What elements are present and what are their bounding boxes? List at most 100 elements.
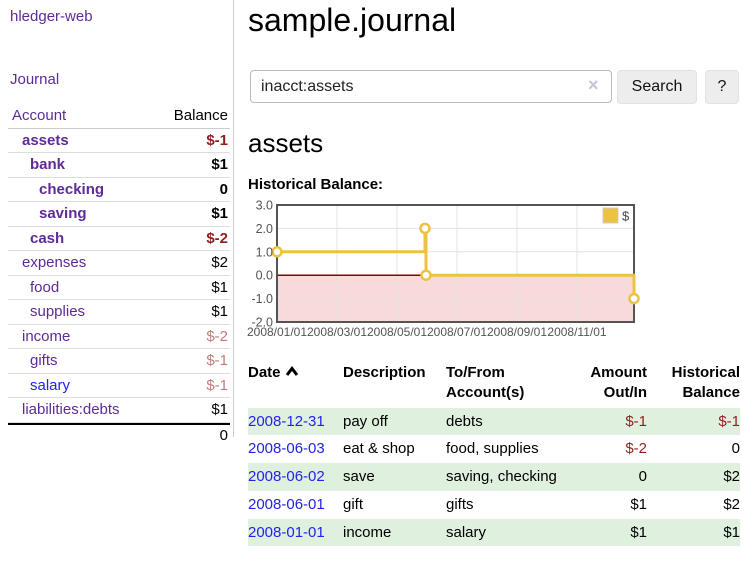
transaction-date-link[interactable]: 2008-12-31 <box>248 412 325 430</box>
chart-legend: $ <box>602 207 630 224</box>
help-button[interactable]: ? <box>705 70 739 104</box>
data-point-markers <box>271 222 640 305</box>
transaction-date-link[interactable]: 2008-01-01 <box>248 523 325 541</box>
account-link[interactable]: gifts <box>30 352 58 370</box>
transaction-amount: $1 <box>630 523 647 541</box>
account-row-liabilities-debts: liabilities:debts $1 <box>8 398 230 423</box>
account-column-header: Account <box>12 107 67 125</box>
transaction-balance: $2 <box>723 495 740 513</box>
legend-swatch <box>602 207 619 224</box>
data-point <box>628 292 640 305</box>
account-balance: $2 <box>211 254 228 272</box>
account-row-supplies: supplies $1 <box>8 300 230 325</box>
account-link[interactable]: bank <box>30 156 66 174</box>
total-balance: 0 <box>219 427 228 445</box>
register-row: 2008-06-01 gift gifts $1 $2 <box>248 491 740 519</box>
svg-text:2008/09/01: 2008/09/01 <box>487 325 547 339</box>
accounts-column-header: To/From Account(s) <box>446 364 525 402</box>
transaction-amount: $-1 <box>625 412 647 430</box>
search-input[interactable] <box>250 70 612 103</box>
data-point <box>419 222 431 235</box>
sidebar-item-journal[interactable]: Journal <box>10 71 60 88</box>
legend-label: $ <box>622 209 630 224</box>
historical-balance-chart: $ 3.0 2.0 1.0 0.0 -1.0 -2.0 2008/01/01 2… <box>240 199 742 345</box>
account-row-expenses: expenses $2 <box>8 251 230 276</box>
account-balance: $-2 <box>206 229 228 247</box>
transaction-date-link[interactable]: 2008-06-02 <box>248 468 325 485</box>
balance-column-header: Historical Balance <box>671 364 740 402</box>
account-row-bank: bank $1 <box>8 153 230 178</box>
x-axis-labels: 2008/01/01 2008/03/01 2008/05/01 2008/07… <box>247 325 607 339</box>
transaction-balance: $-1 <box>718 412 740 430</box>
date-column-header[interactable]: Date <box>248 361 343 408</box>
transaction-accounts: debts <box>446 412 483 430</box>
transaction-accounts: saving, checking <box>446 468 557 485</box>
svg-text:0.0: 0.0 <box>256 269 273 283</box>
account-balance: $-1 <box>206 376 228 394</box>
amount-column-header: Amount Out/In <box>590 364 647 402</box>
account-link[interactable]: income <box>22 327 71 345</box>
transaction-amount: $1 <box>630 495 647 513</box>
account-balance: $1 <box>211 156 228 174</box>
transaction-description: income <box>343 523 392 541</box>
account-link[interactable]: supplies <box>30 303 86 321</box>
register-header-row: Date Description To/From Account(s) Amou… <box>248 361 740 408</box>
app-title-link[interactable]: hledger-web <box>10 8 93 25</box>
account-link[interactable]: cash <box>30 229 65 247</box>
account-link[interactable]: food <box>30 278 60 296</box>
account-heading: assets <box>248 128 324 158</box>
balance-column-header: Balance <box>173 107 228 125</box>
account-link[interactable]: checking <box>39 180 105 198</box>
chart-label: Historical Balance: <box>248 176 384 193</box>
transaction-amount: $-2 <box>625 440 647 458</box>
svg-text:2008/07/01: 2008/07/01 <box>427 325 487 339</box>
register-row: 2008-12-31 pay off debts $-1 $-1 <box>248 407 740 436</box>
transaction-date-link[interactable]: 2008-06-01 <box>248 495 325 513</box>
svg-text:2.0: 2.0 <box>256 222 273 236</box>
transaction-date-link[interactable]: 2008-06-03 <box>248 440 325 458</box>
account-link[interactable]: saving <box>39 205 87 223</box>
account-balance: 0 <box>219 180 228 198</box>
transaction-balance: $1 <box>723 523 740 541</box>
page-title: sample.journal <box>248 2 457 38</box>
account-balance: $-1 <box>206 352 228 370</box>
account-row-food: food $1 <box>8 276 230 300</box>
clear-search-icon[interactable]: × <box>588 75 599 95</box>
account-total-row: 0 <box>8 422 230 448</box>
account-row-checking: checking 0 <box>8 178 230 202</box>
register-row: 2008-06-03 eat & shop food, supplies $-2… <box>248 435 740 463</box>
chart-canvas: $ 3.0 2.0 1.0 0.0 -1.0 -2.0 2008/01/01 2… <box>247 199 640 339</box>
transaction-description: eat & shop <box>343 440 415 458</box>
account-link[interactable]: expenses <box>22 254 87 272</box>
transaction-accounts: salary <box>446 523 487 541</box>
account-tree: Account Balance assets $-1 bank $1 check… <box>8 104 230 447</box>
svg-text:2008/11/01: 2008/11/01 <box>547 325 606 339</box>
register-row: 2008-01-01 income salary $1 $1 <box>248 518 740 547</box>
y-axis-labels: 3.0 2.0 1.0 0.0 -1.0 -2.0 <box>251 199 273 330</box>
account-row-gifts: gifts $-1 <box>8 349 230 374</box>
register-table: Date Description To/From Account(s) Amou… <box>248 361 740 547</box>
transaction-accounts: food, supplies <box>446 440 539 458</box>
account-balance: $-1 <box>206 131 228 149</box>
transaction-balance: 0 <box>731 440 740 458</box>
transaction-description: gift <box>343 495 364 513</box>
account-link[interactable]: assets <box>22 131 69 149</box>
account-balance: $1 <box>211 278 228 296</box>
svg-text:2008/03/01: 2008/03/01 <box>307 325 367 339</box>
account-row-income: income $-2 <box>8 325 230 349</box>
svg-text:2008/01/01: 2008/01/01 <box>247 325 307 339</box>
data-point <box>271 246 283 258</box>
transaction-description: pay off <box>343 412 388 430</box>
account-balance: $-2 <box>206 327 228 345</box>
account-row-cash: cash $-2 <box>8 227 230 251</box>
svg-text:1.0: 1.0 <box>256 245 273 259</box>
transaction-description: save <box>343 468 375 485</box>
account-link[interactable]: salary <box>30 376 71 394</box>
plot-border <box>276 204 635 323</box>
search-button[interactable]: Search <box>617 70 697 104</box>
description-column-header: Description <box>343 364 426 381</box>
svg-text:3.0: 3.0 <box>256 200 273 213</box>
account-row-saving: saving $1 <box>8 202 230 227</box>
svg-text:2008/05/01: 2008/05/01 <box>367 325 427 339</box>
account-link[interactable]: liabilities:debts <box>22 401 120 419</box>
